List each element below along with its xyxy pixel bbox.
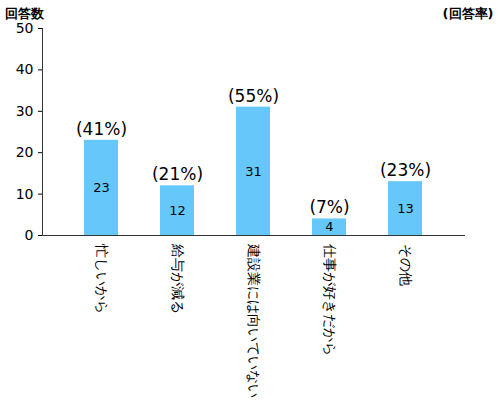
svg-text:給与が減る: 給与が減る: [170, 243, 186, 314]
svg-text:(21%): (21%): [152, 164, 203, 184]
svg-text:12: 12: [169, 203, 186, 218]
svg-text:(23%): (23%): [380, 160, 431, 180]
svg-text:仕事が好きだから: 仕事が好きだから: [322, 243, 338, 356]
svg-text:0: 0: [25, 227, 34, 243]
svg-text:忙しいから: 忙しいから: [94, 243, 110, 314]
svg-text:20: 20: [16, 144, 34, 160]
svg-text:23: 23: [93, 180, 110, 195]
svg-text:(55%): (55%): [228, 86, 279, 106]
svg-text:31: 31: [245, 163, 262, 178]
svg-text:(7%): (7%): [309, 197, 349, 217]
svg-text:40: 40: [16, 61, 34, 77]
svg-text:30: 30: [16, 103, 34, 119]
svg-text:50: 50: [16, 20, 34, 36]
svg-text:その他: その他: [398, 244, 414, 286]
svg-text:(41%): (41%): [76, 119, 127, 139]
svg-text:13: 13: [397, 201, 414, 216]
svg-text:10: 10: [16, 186, 34, 202]
svg-text:(回答率): (回答率): [443, 6, 494, 21]
svg-text:建設業には向いていない: 建設業には向いていない: [246, 243, 262, 398]
svg-text:4: 4: [325, 219, 333, 234]
svg-text:回答数: 回答数: [5, 6, 45, 21]
